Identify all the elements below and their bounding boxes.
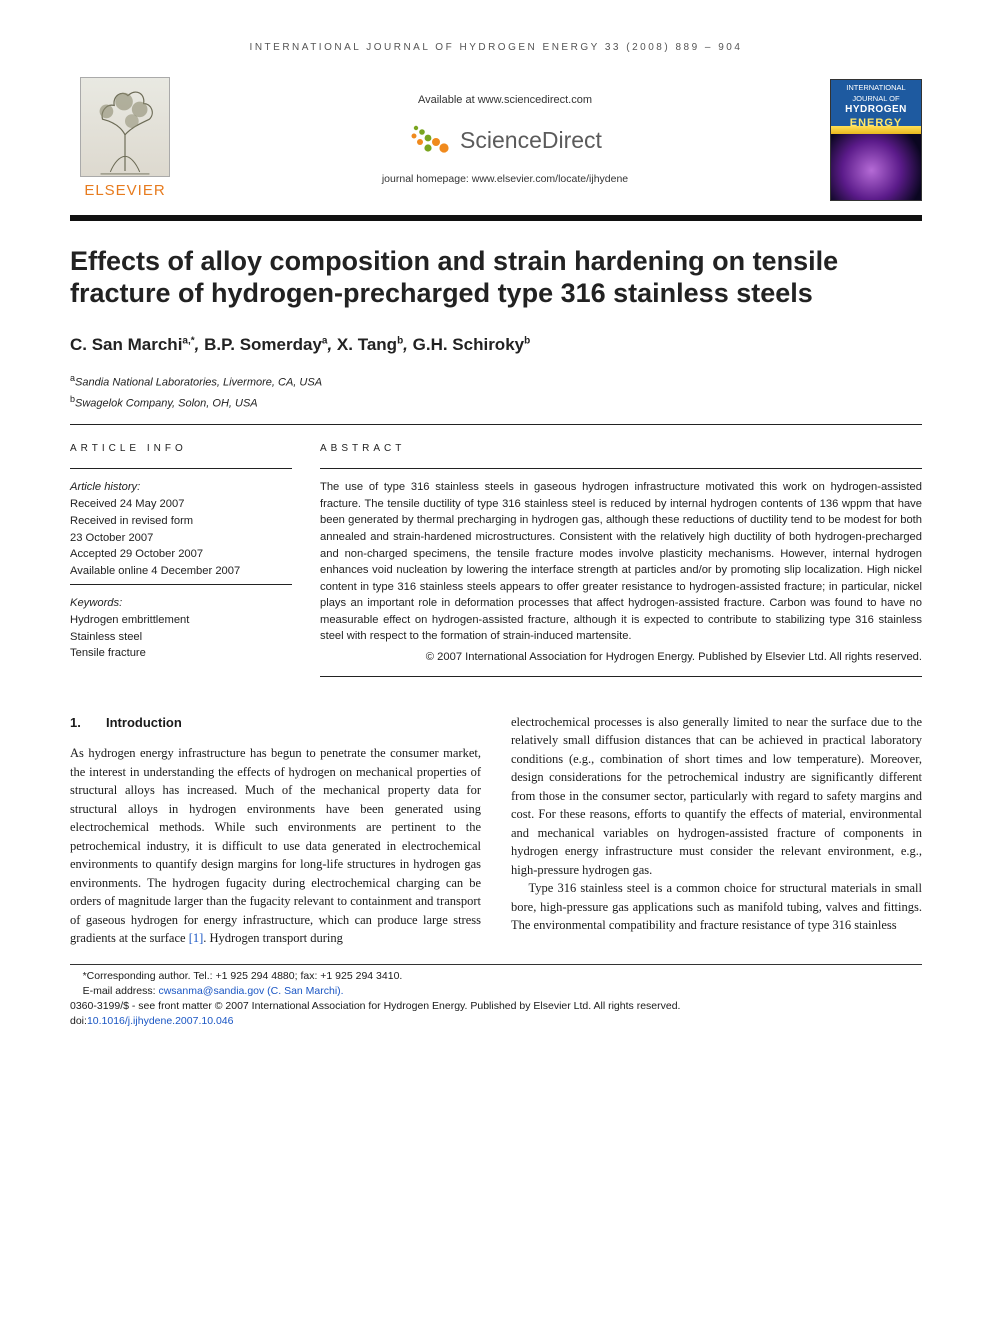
elsevier-tree-icon <box>80 77 170 177</box>
col-left: 1.Introduction As hydrogen energy infras… <box>70 713 481 948</box>
history-online: Available online 4 December 2007 <box>70 563 292 580</box>
keyword-1: Hydrogen embrittlement <box>70 612 292 629</box>
history-label: Article history: <box>70 479 292 496</box>
history-received: Received 24 May 2007 <box>70 496 292 513</box>
history-revised-1: Received in revised form <box>70 513 292 530</box>
section-1-heading: 1.Introduction <box>70 713 481 732</box>
history-revised-2: 23 October 2007 <box>70 530 292 547</box>
author-1-sup: a,* <box>182 336 194 347</box>
sciencedirect-wordmark: ScienceDirect <box>460 123 602 158</box>
author-3-sup: b <box>397 336 403 347</box>
intro-para-2: Type 316 stainless steel is a common cho… <box>511 879 922 935</box>
author-4: G.H. Schiroky <box>413 335 524 354</box>
cover-hydrogen: HYDROGEN <box>833 104 919 115</box>
author-2-sup: a <box>322 336 328 347</box>
doi-line: doi:10.1016/j.ijhydene.2007.10.046 <box>70 1014 922 1029</box>
center-header: Available at www.sciencedirect.com Scien… <box>180 92 830 188</box>
corr-tel: Tel.: +1 925 294 4880; fax: +1 925 294 3… <box>191 970 403 982</box>
abstract: ABSTRACT The use of type 316 stainless s… <box>320 441 922 677</box>
intro-para-1-cont: electrochemical processes is also genera… <box>511 713 922 880</box>
intro-p1-end: . Hydrogen transport during <box>203 931 343 945</box>
corr-email: E-mail address: cwsanma@sandia.gov (C. S… <box>70 984 922 999</box>
info-rule-top <box>70 424 922 425</box>
author-1: C. San Marchi <box>70 335 182 354</box>
affiliation-b-text: Swagelok Company, Solon, OH, USA <box>75 398 258 410</box>
title-rule <box>70 215 922 221</box>
cover-art <box>831 134 921 200</box>
keywords-label: Keywords: <box>70 595 292 612</box>
author-2: B.P. Somerday <box>204 335 322 354</box>
article-info-heading: ARTICLE INFO <box>70 441 292 456</box>
sd-dots-icon <box>408 122 452 158</box>
doi-label: doi: <box>70 1015 87 1027</box>
author-3: X. Tang <box>337 335 397 354</box>
abstract-copyright: © 2007 International Association for Hyd… <box>320 649 922 666</box>
journal-cover: INTERNATIONAL JOURNAL OF HYDROGEN ENERGY <box>830 79 922 201</box>
cover-line1: INTERNATIONAL JOURNAL OF <box>833 82 919 105</box>
ref-1-link[interactable]: [1] <box>189 931 204 945</box>
article-title: Effects of alloy composition and strain … <box>70 245 922 311</box>
abstract-body: The use of type 316 stainless steels in … <box>320 479 922 645</box>
author-4-sup: b <box>524 336 530 347</box>
corr-author: *Corresponding author. Tel.: +1 925 294 … <box>70 969 922 984</box>
col-right: electrochemical processes is also genera… <box>511 713 922 948</box>
keyword-2: Stainless steel <box>70 629 292 646</box>
section-1-num: 1. <box>70 713 106 732</box>
intro-p1-text: As hydrogen energy infrastructure has be… <box>70 746 481 945</box>
affiliation-b: bSwagelok Company, Solon, OH, USA <box>70 393 922 412</box>
keyword-3: Tensile fracture <box>70 645 292 662</box>
history-accepted: Accepted 29 October 2007 <box>70 546 292 563</box>
footnotes: *Corresponding author. Tel.: +1 925 294 … <box>70 964 922 1030</box>
available-at: Available at www.sciencedirect.com <box>194 92 816 109</box>
running-head: INTERNATIONAL JOURNAL OF HYDROGEN ENERGY… <box>70 40 922 55</box>
corr-label: *Corresponding author. <box>83 970 191 982</box>
authors: C. San Marchia,*, B.P. Somerdaya, X. Tan… <box>70 332 922 358</box>
front-matter: 0360-3199/$ - see front matter © 2007 In… <box>70 999 922 1014</box>
body-columns: 1.Introduction As hydrogen energy infras… <box>70 713 922 948</box>
section-1-title: Introduction <box>106 715 182 730</box>
abstract-heading: ABSTRACT <box>320 441 922 456</box>
affiliation-a-text: Sandia National Laboratories, Livermore,… <box>75 377 322 389</box>
elsevier-wordmark: ELSEVIER <box>84 180 165 203</box>
email-label: E-mail address: <box>83 985 159 997</box>
email-link[interactable]: cwsanma@sandia.gov (C. San Marchi). <box>158 985 343 997</box>
affiliation-a: aSandia National Laboratories, Livermore… <box>70 372 922 391</box>
article-info: ARTICLE INFO Article history: Received 2… <box>70 441 292 677</box>
sciencedirect-logo: ScienceDirect <box>408 122 602 158</box>
homepage-line: journal homepage: www.elsevier.com/locat… <box>194 172 816 188</box>
doi-link[interactable]: 10.1016/j.ijhydene.2007.10.046 <box>87 1015 234 1027</box>
intro-para-1: As hydrogen energy infrastructure has be… <box>70 744 481 948</box>
masthead: ELSEVIER Available at www.sciencedirect.… <box>70 77 922 203</box>
elsevier-logo: ELSEVIER <box>70 77 180 203</box>
